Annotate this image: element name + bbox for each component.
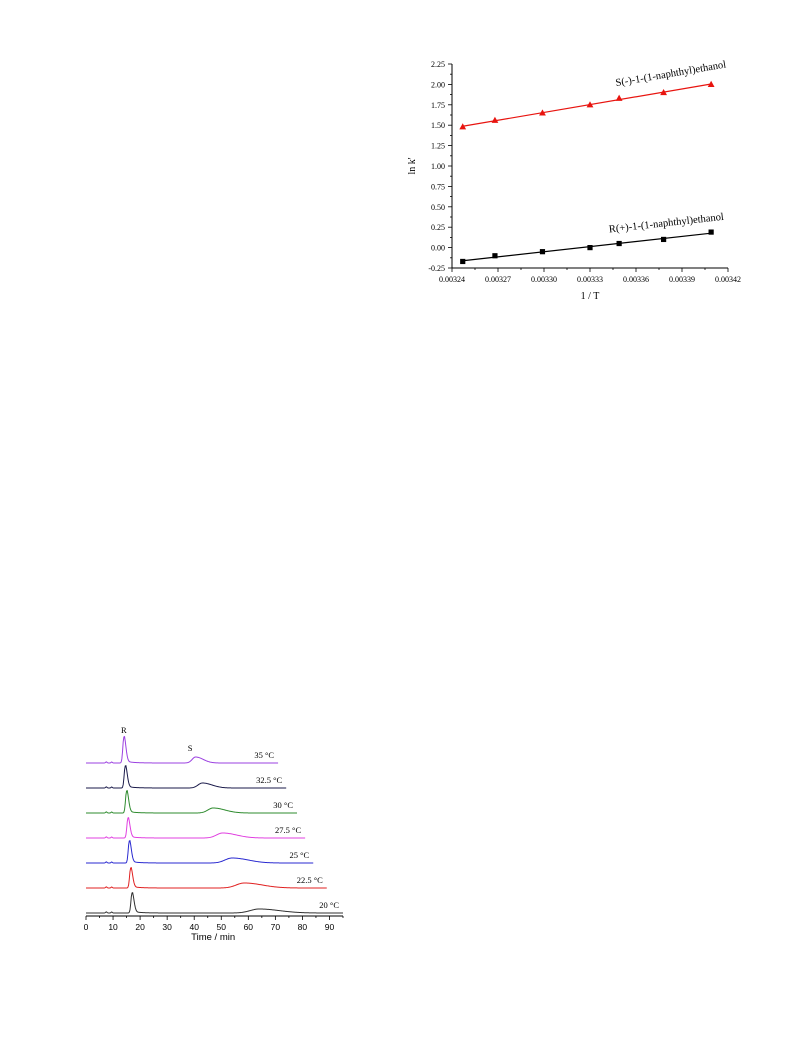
plot1-x-tick-label: 0.00333 (577, 275, 603, 284)
plot1-y-tick-label: 1.25 (431, 142, 445, 151)
plot2-x-axis-title: Time / min (191, 932, 235, 943)
plot1-x-tick-label: 0.00336 (623, 275, 649, 284)
plot1-y-tick-label: 2.25 (431, 60, 445, 69)
chromatogram-trace-label: 27.5 °C (275, 825, 301, 835)
data-point-s (459, 123, 467, 130)
plot2-x-tick-label: 40 (189, 922, 199, 932)
plot1-y-tick-label: -0.25 (428, 264, 445, 273)
plot2-x-ticks: 0 10 20 30 40 50 60 70 80 90 (84, 916, 344, 932)
chromatogram-trace-label: 22.5 °C (297, 875, 323, 885)
van-t-hoff-plot: 0.00324 0.00327 0.00330 0.00333 0.00336 0.003… (407, 60, 741, 302)
data-point-s (586, 101, 594, 108)
plot1-y-axis-title: ln k' (407, 157, 418, 174)
plot2-x-tick-label: 90 (325, 922, 335, 932)
plot1-x-tick-label: 0.00342 (715, 275, 741, 284)
plot1-x-tick-label: 0.00339 (669, 275, 695, 284)
data-point-r (587, 245, 593, 251)
plot1-y-tick-label: 1.75 (431, 101, 445, 110)
data-point-r (492, 253, 498, 259)
plot1-x-tick-label: 0.00330 (531, 275, 557, 284)
plot1-y-ticks: -0.25 0.00 0.25 0.50 0.75 1.00 1.25 1.50 1.75 2.0… (428, 60, 452, 273)
data-point-s (707, 80, 715, 87)
plot2-x-tick-label: 0 (84, 922, 89, 932)
plot1-y-tick-label: 1.50 (431, 121, 445, 130)
data-point-r (616, 240, 622, 247)
data-point-s (660, 88, 667, 96)
peak-label-s: S (188, 743, 193, 753)
series-label-r-enantiomer: R(+)-1-(1-naphthyl)ethanol (608, 212, 724, 236)
data-point-r (539, 249, 546, 255)
plot1-axes (451, 64, 728, 269)
chromatogram-trace-label: 20 °C (319, 900, 339, 910)
chromatogram-trace (86, 765, 287, 789)
data-point-r (460, 258, 466, 265)
peak-label-r: R (121, 725, 127, 735)
data-point-s (539, 109, 546, 116)
plot1-x-ticks: 0.00324 0.00327 0.00330 0.00333 0.00336 0.003… (439, 268, 741, 284)
plot2-traces: 35 °C 32.5 °C 30 °C 27.5 °C 25 °C 22.5 °C 20 °… (86, 735, 343, 914)
plot2-x-tick-label: 50 (217, 922, 227, 932)
plot2-x-tick-label: 60 (244, 922, 254, 932)
plot1-y-tick-label: 2.00 (431, 80, 445, 89)
plot1-x-tick-label: 0.00327 (485, 275, 511, 284)
data-point-s (491, 116, 499, 123)
plot2-x-tick-label: 30 (162, 922, 172, 932)
plot1-y-tick-label: 0.00 (431, 244, 445, 253)
chromatogram-plot: 0 10 20 30 40 50 60 70 80 90 Time / min 35 °C 32.5… (84, 725, 344, 943)
plot1-x-axis-title: 1 / T (581, 291, 600, 302)
chromatogram-trace (86, 817, 306, 839)
plot1-y-tick-label: 0.75 (431, 182, 445, 191)
chromatogram-trace (86, 892, 343, 914)
chromatogram-trace (86, 735, 279, 764)
plot2-x-tick-label: 10 (108, 922, 118, 932)
plot2-x-tick-label: 80 (298, 922, 308, 932)
plot1-x-tick-label: 0.00324 (439, 275, 465, 284)
plot2-x-tick-label: 70 (271, 922, 281, 932)
chromatogram-trace-label: 35 °C (254, 750, 274, 760)
data-point-s (615, 94, 623, 101)
plot2-x-tick-label: 20 (135, 922, 145, 932)
plot1-series (459, 80, 715, 265)
chromatogram-trace-label: 25 °C (290, 850, 310, 860)
chromatogram-trace (86, 790, 298, 814)
data-point-r (661, 236, 667, 243)
plot1-y-tick-label: 1.00 (431, 162, 445, 171)
chromatogram-trace-label: 32.5 °C (256, 775, 282, 785)
fit-line-r (462, 232, 712, 262)
chromatogram-trace-label: 30 °C (273, 800, 293, 810)
chromatogram-trace (86, 840, 314, 864)
fit-line-s (462, 83, 712, 127)
plot1-y-tick-label: 0.50 (431, 203, 445, 212)
chromatogram-trace (86, 867, 327, 889)
data-point-r (708, 229, 714, 235)
plot1-y-tick-label: 0.25 (431, 223, 445, 232)
